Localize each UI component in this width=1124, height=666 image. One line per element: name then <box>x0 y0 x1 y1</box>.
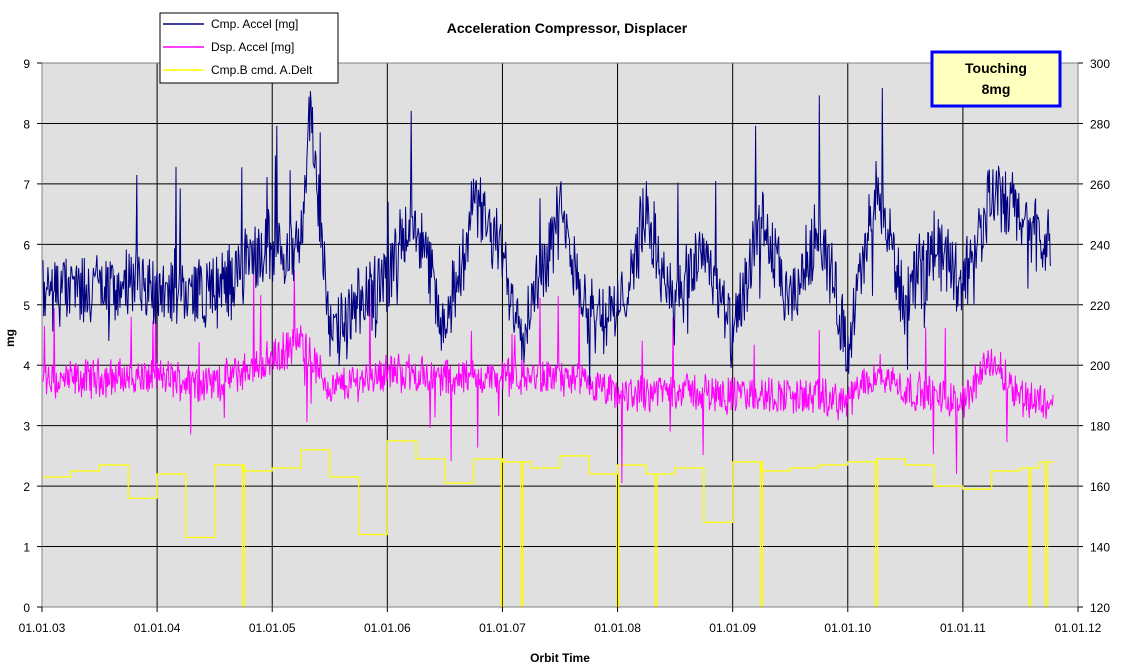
x-tick-label: 01.01.11 <box>940 621 986 635</box>
legend: Cmp. Accel [mg] Dsp. Accel [mg] Cmp.B cm… <box>159 12 339 84</box>
grid-lines <box>42 63 1078 607</box>
y2-tick-label: 200 <box>1090 359 1110 373</box>
y2-tick-label: 140 <box>1090 541 1110 555</box>
plot-area <box>42 63 1078 607</box>
annotation-line-2: 8mg <box>982 81 1011 97</box>
y2-tick-label: 160 <box>1090 480 1110 494</box>
y-tick-label: 7 <box>23 178 30 192</box>
y2-tick-label: 180 <box>1090 420 1110 434</box>
chart-title: Acceleration Compressor, Displacer <box>447 20 688 36</box>
y-tick-label: 2 <box>23 480 30 494</box>
x-tick-label: 01.01.10 <box>824 621 871 635</box>
y-tick-label: 8 <box>23 117 30 131</box>
y-tick-label: 0 <box>23 601 30 615</box>
y-tick-label: 5 <box>23 299 30 313</box>
x-tick-label: 01.01.07 <box>479 621 526 635</box>
y-tick-label: 6 <box>23 238 30 252</box>
axes: 01.01.03 01.01.04 01.01.05 01.01.06 01.01.07… <box>19 57 1111 635</box>
series-line-dsp-accel <box>42 269 1054 484</box>
y2-tick-label: 260 <box>1090 178 1110 192</box>
y-tick-label: 9 <box>23 57 30 71</box>
series-line-cmp-b-cmd <box>42 440 1054 608</box>
y-tick-label: 4 <box>23 359 30 373</box>
x-tick-label: 01.01.04 <box>134 621 181 635</box>
y2-tick-label: 300 <box>1090 57 1110 71</box>
legend-label-cmp-accel: Cmp. Accel [mg] <box>211 17 298 31</box>
x-tick-label: 01.01.06 <box>364 621 411 635</box>
x-tick-label: 01.01.03 <box>19 621 66 635</box>
series-line-cmp-accel <box>42 87 1052 386</box>
y-tick-label: 3 <box>23 420 30 434</box>
y2-tick-label: 120 <box>1090 601 1110 615</box>
series-layer <box>42 87 1054 608</box>
y-axis-label: mg <box>3 329 17 347</box>
x-tick-label: 01.01.09 <box>709 621 756 635</box>
x-tick-label: 01.01.05 <box>249 621 296 635</box>
y2-tick-label: 280 <box>1090 117 1110 131</box>
annotation-box <box>930 50 1062 108</box>
legend-label-cmp-cmd: Cmp.B cmd. A.Delt <box>211 63 313 77</box>
y2-tick-label: 240 <box>1090 238 1110 252</box>
annotation-line-1: Touching <box>965 60 1027 76</box>
y2-tick-label: 220 <box>1090 299 1110 313</box>
x-axis-label: Orbit Time <box>530 651 590 665</box>
x-tick-label: 01.01.08 <box>594 621 641 635</box>
legend-label-dsp-accel: Dsp. Accel [mg] <box>211 40 294 54</box>
plot-border <box>41 62 1079 608</box>
x-tick-label: 01.01.12 <box>1055 621 1102 635</box>
y-tick-label: 1 <box>23 541 30 555</box>
touching-annotation: Touching 8mg <box>930 50 1062 108</box>
